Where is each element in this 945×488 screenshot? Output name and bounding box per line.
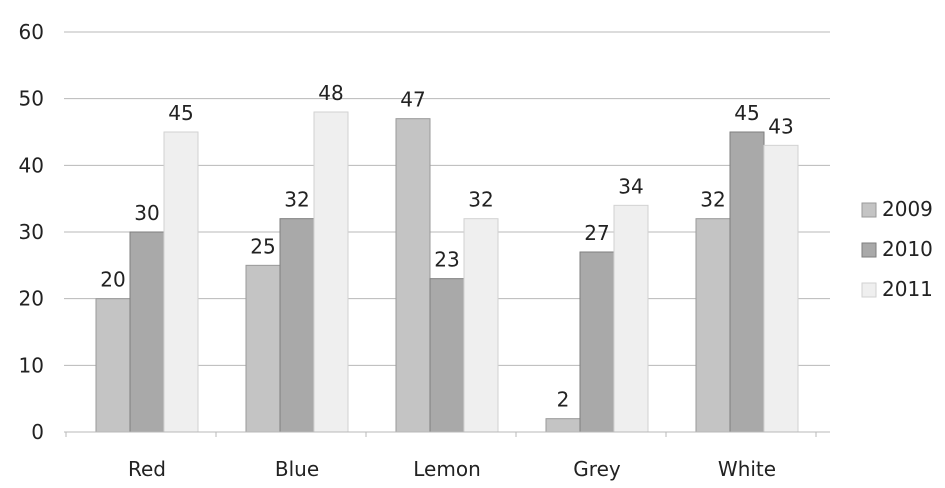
bars: [95, 111, 799, 433]
x-axis-tick-labels: Red Blue Lemon Grey White: [128, 457, 776, 481]
bar-lemon-2011: [463, 218, 499, 433]
y-tick-label: 60: [19, 20, 44, 44]
data-label: 20: [100, 268, 125, 292]
data-label: 45: [734, 101, 759, 125]
x-tick-label: Red: [128, 457, 166, 481]
x-tick-label: Grey: [573, 457, 621, 481]
y-tick-label: 30: [19, 220, 44, 244]
data-labels: 20 30 45 25 32 48 47 23 32 2 27 34 32 45 43: [100, 81, 793, 412]
bar-white-2010: [729, 131, 765, 433]
legend-swatch: [861, 282, 877, 298]
data-label: 32: [468, 188, 493, 212]
bar-blue-2011: [313, 111, 349, 433]
bar-lemon-2009: [395, 118, 431, 433]
legend-label: 2010: [882, 237, 933, 261]
x-axis: [64, 431, 830, 437]
data-label: 43: [768, 114, 793, 138]
bar-grey-2011: [613, 204, 649, 433]
bar-red-2011: [163, 131, 199, 433]
data-label: 30: [134, 201, 159, 225]
data-label: 23: [434, 248, 459, 272]
data-label: 47: [400, 88, 425, 112]
bar-blue-2010: [279, 218, 315, 433]
bar-grey-2009: [545, 418, 581, 433]
bar-white-2011: [763, 144, 799, 433]
y-tick-label: 40: [19, 153, 44, 177]
bar-white-2009: [695, 218, 731, 433]
legend-label: 2009: [882, 197, 933, 221]
legend-label: 2011: [882, 277, 933, 301]
x-tick-label: Lemon: [413, 457, 481, 481]
data-label: 32: [284, 188, 309, 212]
legend-swatch: [861, 202, 877, 218]
x-tick-label: White: [718, 457, 776, 481]
bar-lemon-2010: [429, 278, 465, 433]
data-label: 34: [618, 174, 643, 198]
data-label: 2: [557, 388, 570, 412]
bar-red-2009: [95, 298, 131, 433]
y-tick-label: 50: [19, 87, 44, 111]
y-axis-tick-labels: 0 10 20 30 40 50 60: [19, 20, 44, 444]
data-label: 25: [250, 234, 275, 258]
data-label: 48: [318, 81, 343, 105]
bar-grey-2010: [579, 251, 615, 433]
y-tick-label: 10: [19, 353, 44, 377]
legend: 2009 2010 2011: [861, 197, 933, 301]
data-label: 32: [700, 188, 725, 212]
y-tick-label: 0: [31, 420, 44, 444]
data-label: 45: [168, 101, 193, 125]
bar-red-2010: [129, 231, 165, 433]
x-tick-label: Blue: [275, 457, 319, 481]
bar-blue-2009: [245, 264, 281, 433]
legend-swatch: [861, 242, 877, 258]
data-label: 27: [584, 221, 609, 245]
y-tick-label: 20: [19, 287, 44, 311]
